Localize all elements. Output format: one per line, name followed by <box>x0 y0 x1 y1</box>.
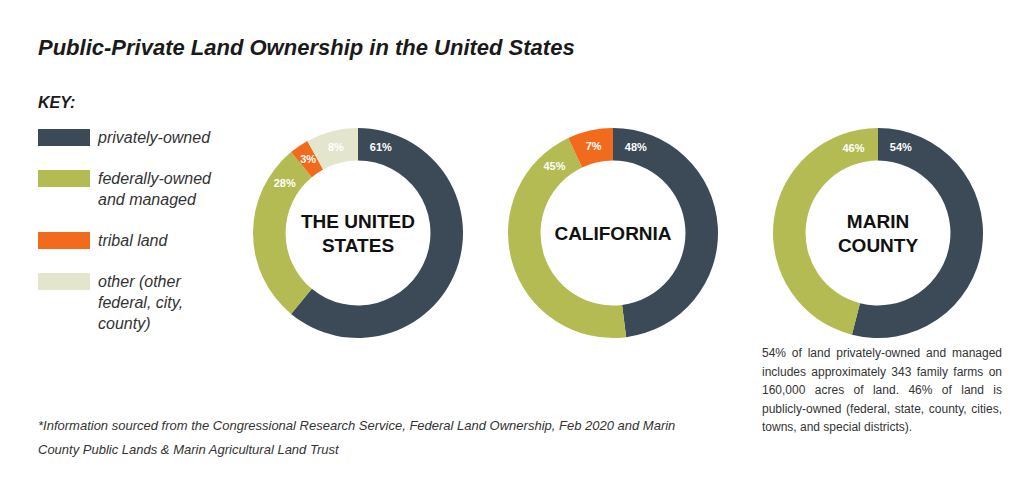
data-label: 45% <box>543 160 565 172</box>
slices <box>773 128 983 338</box>
text-line: privately-owned <box>97 129 211 146</box>
text-line: MARIN <box>847 211 909 232</box>
text-line: and managed <box>98 191 197 208</box>
data-label: 7% <box>586 140 602 152</box>
legend: privately-owned federally-owned and manage… <box>38 129 212 332</box>
legend-swatch <box>38 273 90 290</box>
legend-label: federally-owned and managed <box>98 170 212 208</box>
legend-swatch <box>38 129 90 146</box>
data-label: 54% <box>890 141 912 153</box>
donut-title: MARIN COUNTY <box>838 211 919 256</box>
text-line: county) <box>98 315 150 332</box>
text-line: federally-owned <box>98 170 212 187</box>
data-label: 46% <box>842 142 864 154</box>
slices <box>508 128 718 338</box>
legend-label: other (other federal, city, county) <box>98 273 183 332</box>
donut-chart: 61% 28% 3% 8% THE UNITED STATES <box>253 128 463 338</box>
footnote: *Information sourced from the Congressio… <box>38 414 678 462</box>
data-label: 48% <box>625 141 647 153</box>
legend-label: privately-owned <box>97 129 211 146</box>
legend-title: KEY: <box>38 94 75 111</box>
data-label: 61% <box>370 141 392 153</box>
text-line: CALIFORNIA <box>554 223 671 244</box>
text-line: other (other <box>98 273 181 290</box>
donut-chart: 54% 46% MARIN COUNTY <box>773 128 983 338</box>
annotation: 54% of land privately-owned and managed … <box>762 344 1002 437</box>
donut-chart: 48% 45% 7% CALIFORNIA <box>508 128 718 338</box>
data-label: 8% <box>328 141 344 153</box>
data-label: 3% <box>300 153 316 165</box>
slices <box>253 128 463 338</box>
chart-title: Public-Private Land Ownership in the Uni… <box>38 35 575 60</box>
data-label: 28% <box>274 177 296 189</box>
text-line: tribal land <box>98 232 168 249</box>
legend-label: tribal land <box>98 232 168 249</box>
legend-swatch <box>38 232 90 249</box>
slice <box>253 152 312 314</box>
legend-swatch <box>38 170 90 187</box>
text-line: THE UNITED <box>301 211 415 232</box>
text-line: STATES <box>322 235 394 256</box>
donut-title: CALIFORNIA <box>554 223 671 244</box>
slice <box>568 128 613 167</box>
slice <box>291 128 463 338</box>
donut-title: THE UNITED STATES <box>301 211 415 256</box>
text-line: federal, city, <box>98 294 183 311</box>
text-line: COUNTY <box>838 235 919 256</box>
